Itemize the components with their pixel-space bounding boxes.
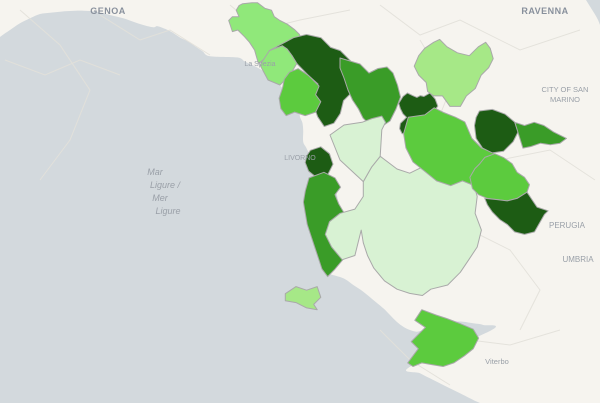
svg-text:La Spezia: La Spezia: [244, 61, 275, 68]
svg-text:Ligure: Ligure: [155, 206, 180, 216]
svg-text:Ligure /: Ligure /: [150, 180, 182, 190]
svg-text:CITY OF SAN: CITY OF SAN: [542, 85, 589, 94]
svg-text:Mar: Mar: [147, 167, 164, 177]
svg-text:UMBRIA: UMBRIA: [562, 255, 594, 264]
svg-text:PERUGIA: PERUGIA: [549, 221, 586, 230]
svg-text:Viterbo: Viterbo: [485, 357, 509, 366]
svg-text:GENOA: GENOA: [90, 6, 126, 16]
svg-text:RAVENNA: RAVENNA: [521, 6, 568, 16]
svg-text:MARINO: MARINO: [550, 95, 580, 104]
svg-text:Mer: Mer: [152, 193, 169, 203]
svg-text:LIVORNO: LIVORNO: [284, 155, 316, 162]
